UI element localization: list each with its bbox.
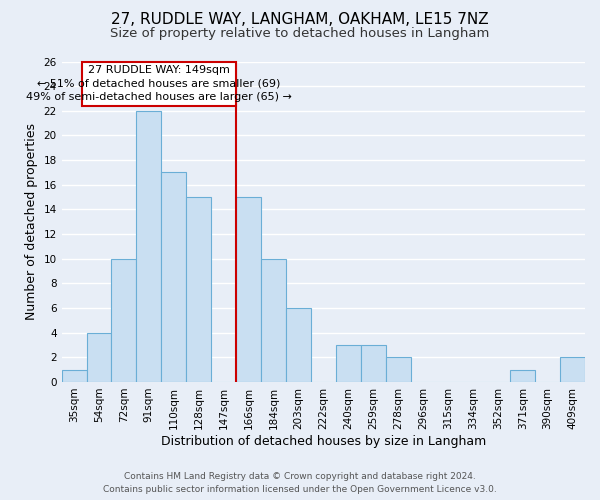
X-axis label: Distribution of detached houses by size in Langham: Distribution of detached houses by size …	[161, 434, 486, 448]
Text: 27, RUDDLE WAY, LANGHAM, OAKHAM, LE15 7NZ: 27, RUDDLE WAY, LANGHAM, OAKHAM, LE15 7N…	[111, 12, 489, 28]
Bar	[186, 197, 211, 382]
Text: ← 51% of detached houses are smaller (69): ← 51% of detached houses are smaller (69…	[37, 78, 280, 88]
Text: 49% of semi-detached houses are larger (65) →: 49% of semi-detached houses are larger (…	[26, 92, 292, 102]
Text: 27 RUDDLE WAY: 149sqm: 27 RUDDLE WAY: 149sqm	[88, 66, 230, 76]
Bar	[86, 332, 112, 382]
Bar	[361, 345, 386, 382]
Bar	[261, 258, 286, 382]
Bar	[386, 358, 410, 382]
FancyBboxPatch shape	[82, 62, 236, 106]
Bar	[62, 370, 86, 382]
Text: Contains HM Land Registry data © Crown copyright and database right 2024.: Contains HM Land Registry data © Crown c…	[124, 472, 476, 481]
Bar	[286, 308, 311, 382]
Text: Size of property relative to detached houses in Langham: Size of property relative to detached ho…	[110, 28, 490, 40]
Bar	[336, 345, 361, 382]
Text: Contains public sector information licensed under the Open Government Licence v3: Contains public sector information licen…	[103, 484, 497, 494]
Bar	[560, 358, 585, 382]
Bar	[161, 172, 186, 382]
Y-axis label: Number of detached properties: Number of detached properties	[25, 123, 38, 320]
Bar	[136, 111, 161, 382]
Bar	[510, 370, 535, 382]
Bar	[236, 197, 261, 382]
Bar	[112, 258, 136, 382]
